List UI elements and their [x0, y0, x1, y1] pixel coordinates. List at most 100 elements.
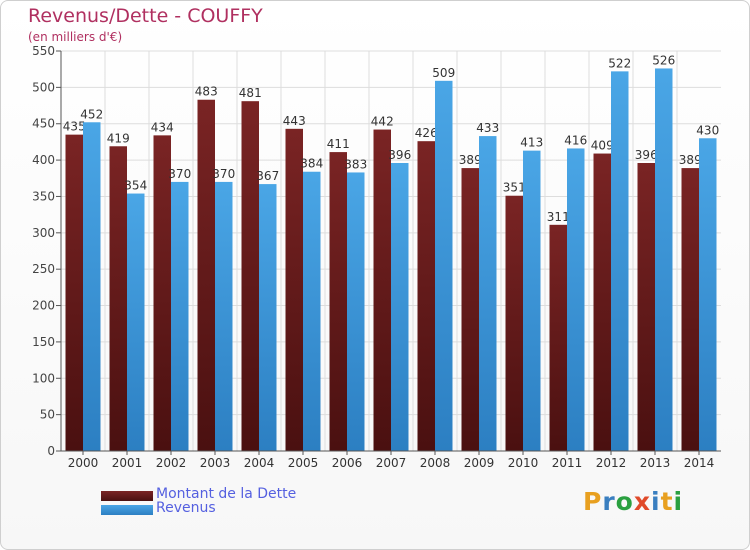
y-tick-label: 400: [32, 153, 55, 167]
data-label-debt: 443: [283, 114, 306, 128]
bar-revenue: [699, 138, 717, 452]
data-label-debt: 389: [679, 153, 702, 167]
y-tick-label: 450: [32, 117, 55, 131]
data-label-revenue: 396: [388, 148, 411, 162]
bar-debt: [65, 134, 83, 452]
x-tick-label: 2001: [112, 456, 143, 470]
bar-debt: [461, 168, 479, 451]
data-label-revenue: 433: [476, 121, 499, 135]
data-label-debt: 434: [151, 120, 174, 134]
data-label-debt: 442: [371, 115, 394, 129]
logo-letter: P: [583, 487, 603, 516]
chart-subtitle: (en milliers d'€): [28, 30, 123, 44]
data-label-debt: 435: [63, 120, 86, 134]
data-label-revenue: 370: [168, 167, 191, 181]
data-label-debt: 311: [547, 210, 570, 224]
legend-swatch-debt: [101, 491, 153, 501]
bar-revenue: [347, 172, 365, 452]
x-tick-label: 2002: [156, 456, 187, 470]
bar-debt: [505, 195, 523, 451]
bar-debt: [153, 135, 171, 451]
bar-debt: [593, 153, 611, 451]
data-label-revenue: 354: [124, 179, 147, 193]
data-label-revenue: 430: [696, 123, 719, 137]
data-label-revenue: 522: [608, 56, 631, 70]
data-label-revenue: 383: [344, 157, 367, 171]
x-tick-label: 2008: [420, 456, 451, 470]
data-label-revenue: 413: [520, 136, 543, 150]
x-tick-label: 2014: [684, 456, 715, 470]
data-label-revenue: 526: [652, 53, 675, 67]
x-tick-label: 2013: [640, 456, 671, 470]
x-tick-label: 2000: [68, 456, 99, 470]
bar-revenue: [479, 136, 497, 451]
logo-letter: r: [602, 487, 616, 516]
y-tick-label: 0: [47, 444, 55, 458]
y-tick-label: 300: [32, 226, 55, 240]
proxiti-logo: Proxiti: [583, 487, 683, 516]
legend-label-revenue: Revenus: [156, 500, 216, 516]
y-tick-label: 250: [32, 262, 55, 276]
bar-revenue: [83, 122, 101, 451]
y-tick-label: 50: [40, 408, 55, 422]
data-label-debt: 396: [635, 148, 658, 162]
bar-revenue: [391, 163, 409, 451]
legend-label-debt: Montant de la Dette: [156, 486, 297, 502]
chart-title: Revenus/Dette - COUFFY: [28, 5, 263, 27]
x-tick-label: 2010: [508, 456, 539, 470]
bar-debt: [637, 163, 655, 451]
data-label-revenue: 384: [300, 157, 323, 171]
bar-revenue: [259, 184, 277, 451]
x-tick-label: 2004: [244, 456, 275, 470]
data-label-revenue: 370: [212, 167, 235, 181]
bar-debt: [417, 141, 435, 451]
x-tick-label: 2007: [376, 456, 407, 470]
data-label-revenue: 416: [564, 133, 587, 147]
data-label-debt: 426: [415, 126, 438, 140]
bar-revenue: [567, 148, 585, 452]
bar-debt: [109, 146, 127, 452]
logo-letter: o: [615, 487, 634, 516]
bar-debt: [285, 128, 303, 451]
y-tick-label: 550: [32, 44, 55, 58]
bar-revenue: [611, 71, 629, 451]
bar-debt: [197, 99, 215, 452]
x-tick-label: 2006: [332, 456, 363, 470]
x-tick-label: 2011: [552, 456, 583, 470]
data-label-revenue: 452: [80, 107, 103, 121]
bar-debt: [329, 152, 347, 451]
bar-debt: [241, 101, 259, 451]
data-label-debt: 411: [327, 137, 350, 151]
logo-letter: i: [673, 487, 684, 516]
data-label-debt: 409: [591, 139, 614, 153]
data-label-debt: 483: [195, 85, 218, 99]
y-tick-label: 500: [32, 80, 55, 94]
bar-debt: [549, 224, 567, 451]
data-label-debt: 419: [107, 131, 130, 145]
y-tick-label: 150: [32, 335, 55, 349]
data-label-debt: 351: [503, 181, 526, 195]
bar-revenue: [127, 193, 145, 451]
legend-swatch-revenue: [101, 505, 153, 515]
x-tick-label: 2009: [464, 456, 495, 470]
data-label-revenue: 367: [256, 169, 279, 183]
bar-revenue: [655, 68, 673, 452]
data-label-debt: 481: [239, 86, 262, 100]
y-tick-label: 350: [32, 189, 55, 203]
bar-debt: [681, 168, 699, 451]
logo-letter: x: [633, 487, 651, 516]
data-label-debt: 389: [459, 153, 482, 167]
logo-letter: i: [651, 487, 661, 516]
y-tick-label: 100: [32, 371, 55, 385]
data-label-revenue: 509: [432, 66, 455, 80]
logo-letter: t: [660, 487, 674, 516]
bar-revenue: [303, 171, 321, 451]
bar-debt: [373, 129, 391, 451]
y-tick-label: 200: [32, 299, 55, 313]
x-tick-label: 2012: [596, 456, 627, 470]
bar-revenue: [171, 181, 189, 451]
bar-revenue: [435, 80, 453, 452]
bar-revenue: [523, 150, 541, 452]
